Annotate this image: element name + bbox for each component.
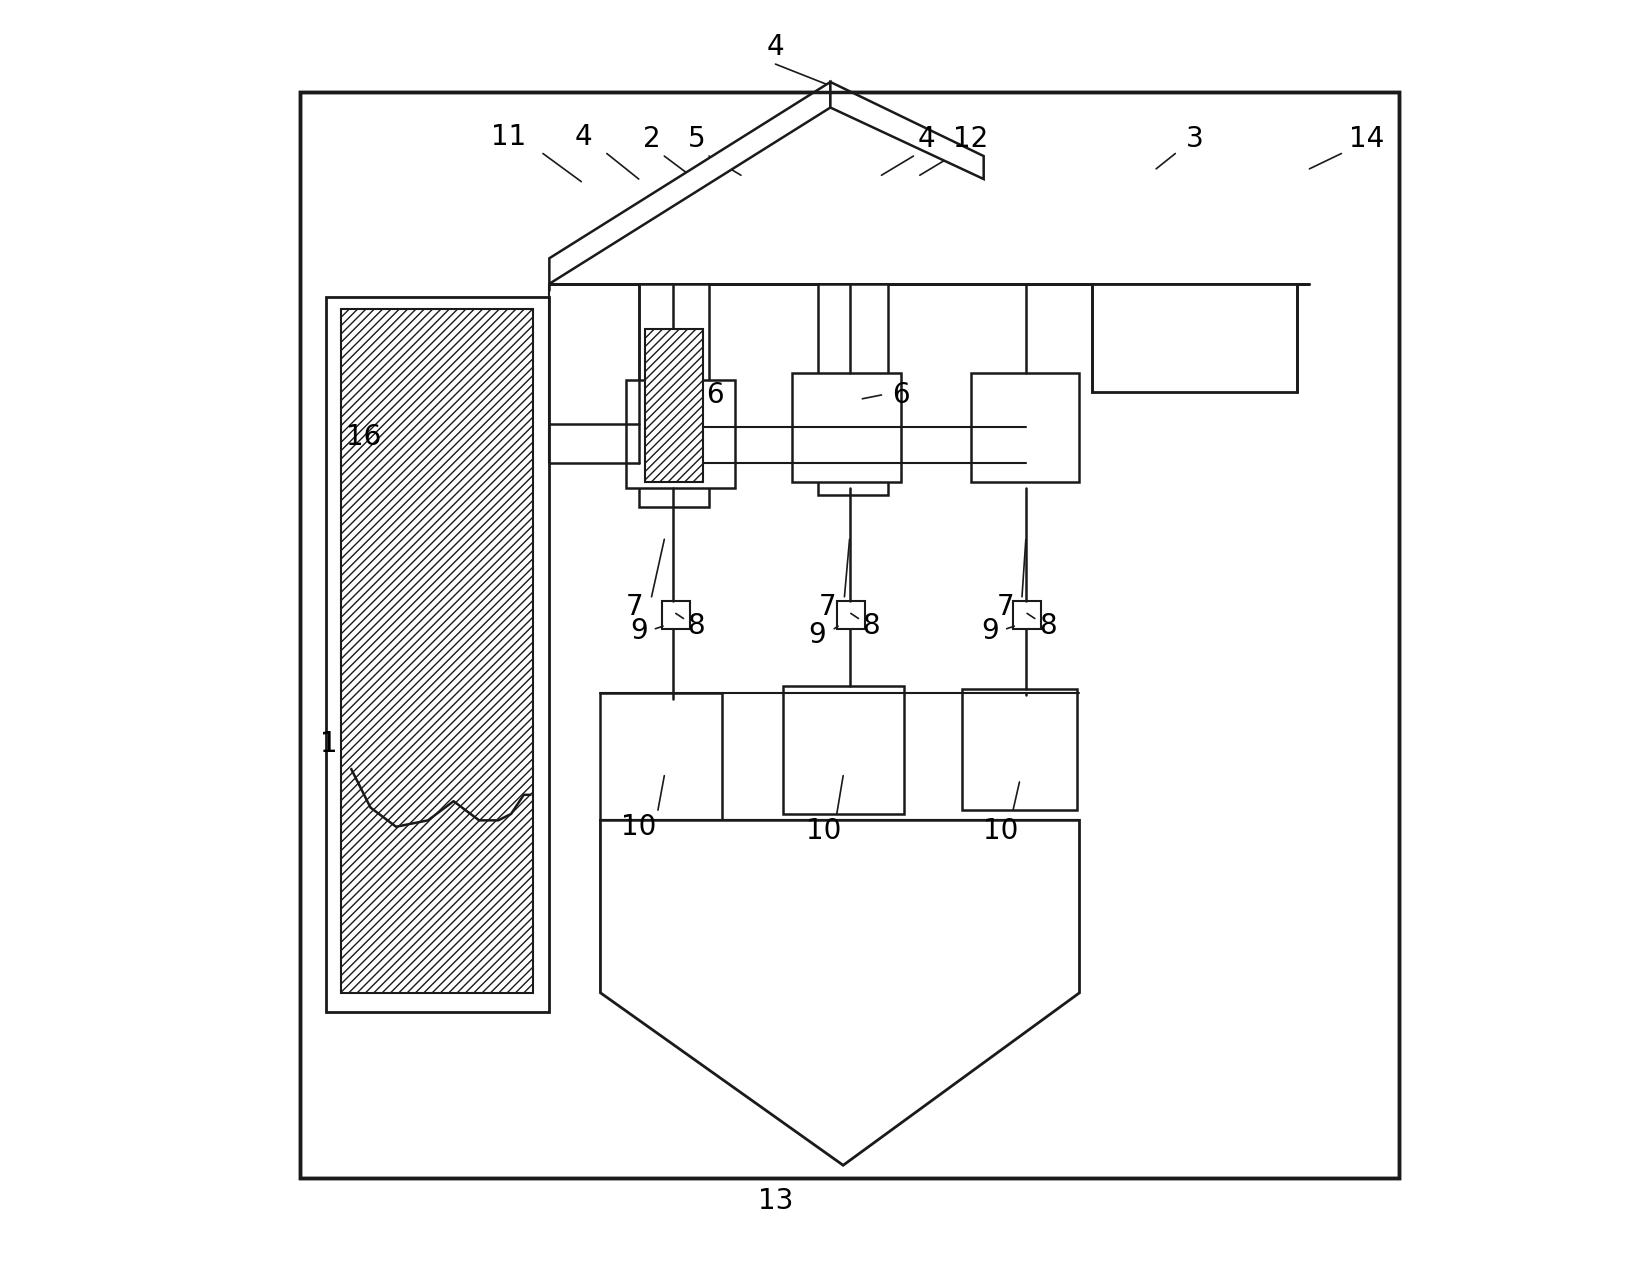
- Text: 10: 10: [621, 812, 656, 840]
- Text: 16: 16: [346, 423, 382, 452]
- Bar: [300, 92, 1399, 1178]
- Bar: [783, 686, 905, 813]
- Text: 8: 8: [1038, 612, 1056, 640]
- Text: 9: 9: [981, 617, 999, 645]
- Bar: [300, 92, 1399, 1178]
- Text: 12: 12: [953, 126, 989, 154]
- Bar: [793, 373, 901, 482]
- Text: 8: 8: [862, 612, 880, 640]
- Text: 11: 11: [491, 123, 526, 151]
- Bar: [626, 380, 735, 489]
- Bar: [662, 600, 691, 629]
- Bar: [1093, 284, 1297, 393]
- Text: 6: 6: [892, 381, 910, 409]
- Bar: [837, 600, 865, 629]
- Bar: [341, 309, 532, 993]
- Polygon shape: [549, 82, 831, 284]
- Bar: [817, 284, 888, 494]
- Text: 1: 1: [320, 730, 338, 758]
- Text: 2: 2: [643, 126, 661, 154]
- Bar: [962, 689, 1076, 810]
- Text: 4: 4: [918, 126, 934, 154]
- Polygon shape: [831, 82, 984, 180]
- Text: 8: 8: [687, 612, 705, 640]
- Polygon shape: [600, 820, 1079, 1165]
- Text: 3: 3: [1185, 126, 1203, 154]
- Text: 10: 10: [806, 816, 842, 844]
- Text: 14: 14: [1350, 126, 1384, 154]
- Text: 7: 7: [997, 593, 1014, 621]
- Bar: [1014, 600, 1042, 629]
- Text: 9: 9: [630, 617, 648, 645]
- Text: 5: 5: [687, 126, 705, 154]
- Bar: [971, 373, 1079, 482]
- Text: 4: 4: [766, 33, 784, 62]
- Bar: [639, 284, 709, 507]
- Text: 7: 7: [626, 593, 644, 621]
- Bar: [600, 693, 722, 820]
- Text: 6: 6: [707, 381, 723, 409]
- Text: 7: 7: [819, 593, 837, 621]
- Text: 13: 13: [758, 1187, 793, 1215]
- Bar: [326, 296, 549, 1012]
- Text: 4: 4: [575, 123, 593, 151]
- Text: 9: 9: [809, 621, 827, 649]
- Text: 10: 10: [982, 816, 1018, 844]
- Bar: [644, 328, 702, 482]
